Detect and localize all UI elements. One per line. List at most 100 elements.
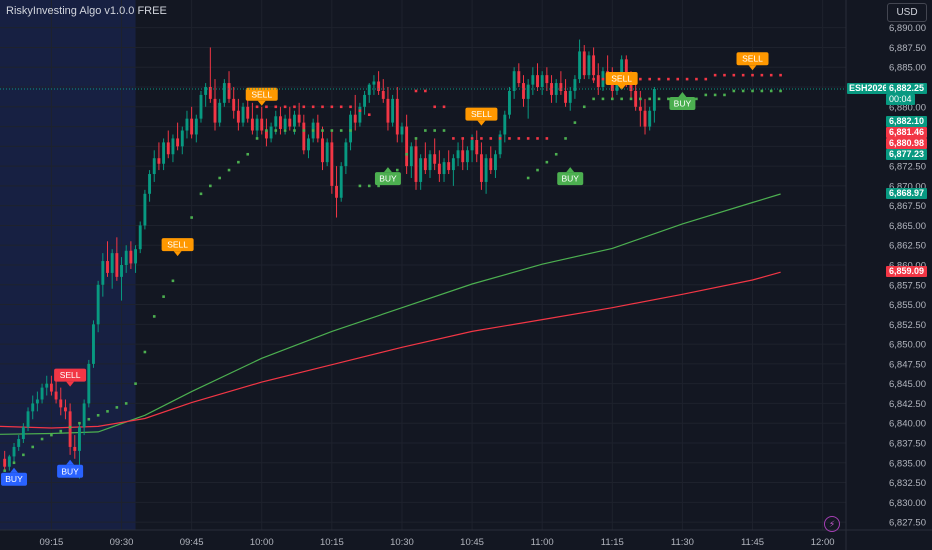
candle-body <box>582 51 586 76</box>
signal-text: SELL <box>611 73 632 83</box>
price-level-tag: 6,882.10 <box>886 116 928 127</box>
candle-body <box>503 114 507 135</box>
buy-signal-label[interactable]: BUY <box>669 91 696 110</box>
candle-body <box>260 118 264 131</box>
y-tick-label: 6,847.50 <box>889 359 926 370</box>
signal-pointer <box>66 381 75 387</box>
candle-body <box>213 98 217 123</box>
candle-body <box>652 88 656 111</box>
x-tick-label: 10:30 <box>390 537 414 548</box>
signal-pointer <box>10 467 19 473</box>
trailing-stop-sell-dot <box>517 137 521 140</box>
signal-pointer <box>66 459 75 465</box>
candle-body <box>498 134 502 155</box>
trailing-stop-buy-dot <box>395 168 399 172</box>
x-tick-label: 12:00 <box>811 537 835 548</box>
trailing-stop-buy-dot <box>124 402 128 405</box>
sell-signal-label[interactable]: SELL <box>245 87 278 106</box>
symbol-tag: ESH2026 <box>847 82 890 94</box>
trailing-stop-buy-dot <box>22 453 25 457</box>
x-tick-label: 11:30 <box>671 537 694 548</box>
candle-body <box>405 126 409 167</box>
sell-signal-label[interactable]: SELL <box>736 52 769 71</box>
y-tick-label: 6,837.50 <box>889 438 926 449</box>
trailing-stop-buy-dot <box>302 129 306 132</box>
candle-body <box>63 407 67 412</box>
candle-body <box>531 75 535 85</box>
trailing-stop-buy-dot <box>554 152 558 156</box>
trailing-stop-buy-dot <box>704 93 708 97</box>
candle-body <box>143 193 147 226</box>
signal-box <box>465 107 498 121</box>
candle-body <box>255 118 259 131</box>
trailing-stop-buy-dot <box>695 97 698 101</box>
candle-body <box>358 106 362 123</box>
trailing-stop-buy-dot <box>610 97 614 101</box>
trailing-stop-sell-dot <box>601 77 605 81</box>
candle-body <box>461 150 465 163</box>
trailing-stop-sell-dot <box>274 105 278 109</box>
candle-body <box>545 75 549 84</box>
trailing-stop-buy-dot <box>723 93 726 97</box>
candle-body <box>208 87 212 99</box>
candle-body <box>423 158 427 171</box>
x-tick-label: 11:00 <box>531 537 554 548</box>
buy-signal-label[interactable]: BUY <box>557 167 584 186</box>
candle-body <box>554 83 558 95</box>
sell-signal-label[interactable]: SELL <box>54 368 87 387</box>
trailing-stop-sell-dot <box>779 73 782 77</box>
signal-pointer <box>617 84 626 90</box>
trailing-stop-sell-dot <box>732 73 736 77</box>
trailing-stop-buy-dot <box>3 469 6 472</box>
candle-body <box>638 106 642 111</box>
signal-pointer <box>477 120 486 126</box>
candle-body <box>353 114 357 123</box>
candle-body <box>12 446 16 457</box>
trailing-stop-sell-dot <box>685 77 689 81</box>
trailing-stop-buy-dot <box>442 129 446 132</box>
trailing-stop-buy-dot <box>358 184 362 188</box>
candle-body <box>512 71 516 91</box>
candle-body <box>45 383 49 388</box>
sell-signal-label[interactable]: SELL <box>161 238 194 257</box>
candle-body <box>624 59 628 84</box>
trailing-stop-buy-dot <box>414 137 418 140</box>
buy-signal-label[interactable]: BUY <box>1 467 28 486</box>
indicator-title[interactable]: RiskyInvesting Algo v1.0.0 FREE <box>6 5 167 17</box>
sell-signal-label[interactable]: SELL <box>605 71 638 90</box>
buy-signal-label[interactable]: BUY <box>57 459 84 478</box>
slow-ma-line <box>0 271 781 429</box>
sell-signal-label[interactable]: SELL <box>465 107 498 126</box>
trailing-stop-buy-dot <box>59 429 63 433</box>
candle-body <box>400 126 404 135</box>
candle-body <box>381 90 385 99</box>
candle-body <box>648 110 652 127</box>
candle-body <box>433 154 437 164</box>
candle-body <box>559 83 563 91</box>
buy-signal-label[interactable]: BUY <box>374 167 401 186</box>
candle-body <box>489 158 493 171</box>
candle-body <box>78 427 81 451</box>
candle-body <box>166 142 170 155</box>
candle-body <box>344 142 348 167</box>
candle-body <box>73 446 77 451</box>
currency-button[interactable]: USD <box>887 3 927 22</box>
trailing-stop-buy-dot <box>255 137 259 140</box>
candle-body <box>288 118 292 127</box>
signal-box <box>605 71 638 85</box>
candle-body <box>587 55 591 76</box>
trailing-stop-buy-dot <box>12 461 16 465</box>
trailing-stop-sell-dot <box>639 77 642 81</box>
trailing-stop-buy-dot <box>545 160 549 164</box>
signal-pointer <box>566 167 575 173</box>
lightning-icon[interactable]: ⚡ <box>824 516 840 532</box>
trailing-stop-sell-dot <box>769 73 773 77</box>
candle-body <box>564 90 568 103</box>
trailing-stop-sell-dot <box>311 105 315 109</box>
candle-body <box>634 90 638 107</box>
trailing-stop-sell-dot <box>741 73 745 77</box>
trailing-stop-sell-dot <box>695 77 698 81</box>
trailing-stop-sell-dot <box>293 105 296 109</box>
